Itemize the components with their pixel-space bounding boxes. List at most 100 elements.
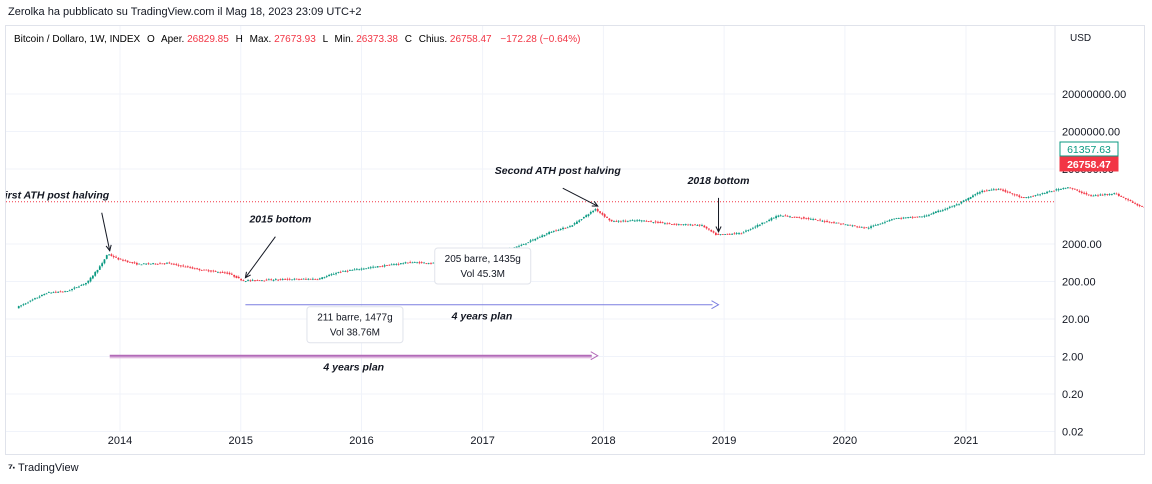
candle-body (1011, 193, 1014, 195)
ohlc-high-label: H (236, 34, 243, 45)
candle-body (36, 297, 39, 299)
candle-body (298, 279, 300, 280)
candle-body (31, 299, 34, 301)
candle-body (1083, 192, 1086, 194)
candle-body (17, 306, 20, 309)
candle-body (311, 278, 314, 280)
price-chart[interactable]: Bitcoin / Dollaro, 1W, INDEX O Aper. 268… (6, 26, 1144, 454)
annotation-text: First ATH post halving (6, 190, 110, 202)
candle-body (1111, 194, 1113, 195)
candle-body (809, 218, 812, 220)
candle-body (858, 226, 861, 228)
candle-body (1136, 203, 1139, 206)
candle-body (425, 263, 428, 265)
candle-body (698, 224, 701, 226)
candle-body (819, 219, 821, 221)
candle-body (687, 224, 689, 226)
candle-body (1034, 195, 1037, 196)
candle-body (1120, 195, 1123, 197)
candle-body (156, 263, 159, 265)
candle-body (1046, 191, 1048, 194)
candle-body (191, 267, 194, 269)
candle-body (1101, 194, 1104, 196)
candle-body (379, 266, 381, 268)
candle-body (1069, 187, 1072, 189)
candle-body (1138, 205, 1141, 207)
candle-body (934, 211, 937, 214)
candle-body (624, 220, 627, 222)
annotation-text: 2015 bottom (248, 214, 311, 226)
x-tick-label: 2021 (954, 435, 978, 447)
time-axis[interactable]: 2014 2015 2016 2017 2018 2019 2020 2021 (108, 435, 978, 447)
candle-body (94, 272, 97, 276)
candle-body (110, 254, 113, 256)
candle-body (413, 262, 416, 263)
candle-body (696, 225, 699, 227)
candle-body (946, 208, 949, 210)
candle-body (337, 272, 340, 273)
candle-body (1057, 189, 1060, 191)
candle-body (108, 254, 110, 256)
candle-body (828, 221, 831, 223)
candle-body (24, 303, 27, 305)
candle-body (638, 220, 641, 221)
candle-body (189, 267, 192, 269)
candle-body (740, 233, 743, 235)
candle-body (710, 229, 713, 232)
candle-body (965, 199, 967, 201)
candle-body (1009, 191, 1011, 193)
candle-body (992, 189, 995, 191)
candle-body (332, 273, 335, 275)
candle-body (112, 256, 115, 258)
candle-body (777, 215, 780, 217)
candle-body (532, 239, 534, 241)
candle-body (47, 292, 50, 293)
ohlc-close-label: C (405, 34, 412, 45)
candle-body (789, 216, 791, 218)
candle-body (650, 221, 652, 223)
chart-frame[interactable]: Bitcoin / Dollaro, 1W, INDEX O Aper. 268… (5, 25, 1145, 455)
candle-body (914, 216, 916, 218)
candle-body (175, 264, 178, 265)
candle-body (105, 255, 108, 259)
candle-body (589, 211, 592, 214)
candle-body (1124, 198, 1127, 200)
candle-body (948, 206, 951, 208)
range-label: 4 years plan (451, 311, 513, 323)
candle-body (837, 222, 840, 224)
candle-body (846, 224, 849, 226)
candle-body (427, 263, 430, 265)
annotation-arrowhead (715, 226, 722, 234)
candle-body (782, 215, 784, 217)
candle-body (177, 264, 180, 266)
candle-body (515, 246, 518, 248)
price-axis[interactable]: 20000000.002000000.00200000.002000.00200… (1062, 89, 1126, 439)
candle-body (226, 272, 229, 274)
candle-body (592, 210, 595, 213)
candle-body (520, 244, 523, 246)
candle-body (1104, 194, 1106, 195)
annotation-arrowhead (591, 201, 599, 207)
candle-body (265, 279, 268, 281)
x-tick-label: 2014 (108, 435, 132, 447)
candle-body (295, 278, 298, 280)
candle-body (346, 270, 349, 272)
candle-body (867, 227, 870, 229)
candle-body (279, 279, 282, 280)
candle-body (1099, 194, 1102, 196)
candle-body (1071, 188, 1074, 190)
candle-body (423, 262, 425, 264)
candle-body (98, 266, 101, 270)
candle-body (631, 220, 634, 222)
candle-body (518, 245, 520, 247)
candle-body (411, 262, 414, 264)
candle-body (1143, 206, 1144, 208)
candle-body (406, 262, 409, 264)
candle-body (596, 209, 599, 212)
candle-body (233, 274, 236, 277)
candle-body (281, 279, 284, 280)
candle-body (1016, 194, 1018, 196)
candle-body (585, 215, 588, 218)
candle-body (626, 220, 629, 222)
candle-body (814, 219, 817, 220)
